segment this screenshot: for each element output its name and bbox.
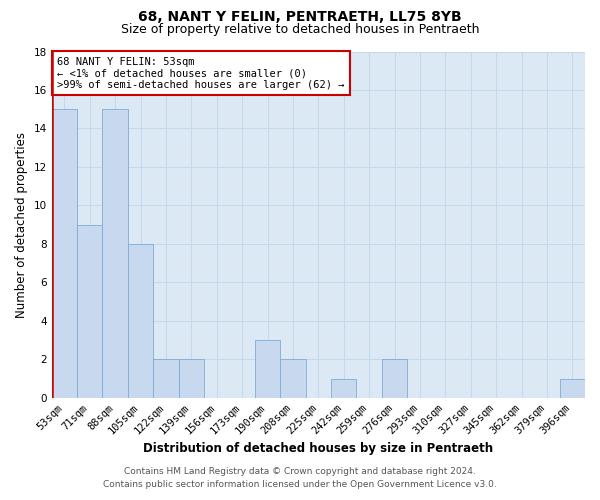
Bar [103, 109, 128, 398]
Text: Contains HM Land Registry data © Crown copyright and database right 2024.
Contai: Contains HM Land Registry data © Crown c… [103, 468, 497, 489]
Bar [280, 360, 305, 398]
Y-axis label: Number of detached properties: Number of detached properties [15, 132, 28, 318]
X-axis label: Distribution of detached houses by size in Pentraeth: Distribution of detached houses by size … [143, 442, 493, 455]
Bar [560, 378, 585, 398]
Bar [128, 244, 153, 398]
Bar [331, 378, 356, 398]
Text: Size of property relative to detached houses in Pentraeth: Size of property relative to detached ho… [121, 22, 479, 36]
Bar [382, 360, 407, 398]
Bar [77, 224, 103, 398]
Bar [52, 109, 77, 398]
Text: 68, NANT Y FELIN, PENTRAETH, LL75 8YB: 68, NANT Y FELIN, PENTRAETH, LL75 8YB [138, 10, 462, 24]
Text: 68 NANT Y FELIN: 53sqm
← <1% of detached houses are smaller (0)
>99% of semi-det: 68 NANT Y FELIN: 53sqm ← <1% of detached… [57, 56, 344, 90]
Bar [153, 360, 179, 398]
Bar [179, 360, 204, 398]
Bar [255, 340, 280, 398]
